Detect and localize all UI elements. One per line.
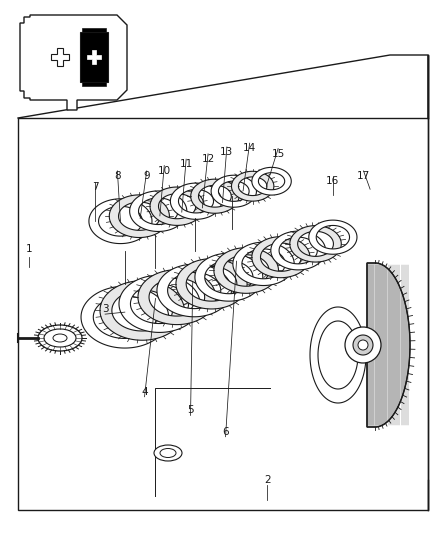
PathPatch shape (271, 231, 325, 270)
PathPatch shape (252, 167, 291, 195)
PathPatch shape (233, 242, 294, 286)
Text: 17: 17 (357, 171, 370, 181)
Polygon shape (51, 48, 69, 66)
PathPatch shape (119, 275, 200, 333)
Text: 11: 11 (180, 159, 193, 169)
PathPatch shape (170, 183, 222, 219)
PathPatch shape (110, 195, 170, 238)
PathPatch shape (157, 264, 231, 317)
Bar (18, 118, 428, 510)
Ellipse shape (44, 329, 76, 347)
Text: 13: 13 (220, 147, 233, 157)
Text: 10: 10 (158, 166, 171, 175)
PathPatch shape (290, 225, 341, 262)
Ellipse shape (353, 335, 373, 355)
Text: 9: 9 (143, 171, 150, 181)
Polygon shape (87, 50, 101, 64)
PathPatch shape (195, 253, 263, 301)
Text: 2: 2 (264, 475, 271, 484)
Bar (82, 28, 106, 32)
Ellipse shape (160, 448, 176, 457)
PathPatch shape (176, 259, 247, 309)
Polygon shape (367, 263, 410, 427)
PathPatch shape (130, 191, 187, 231)
Text: 15: 15 (272, 149, 285, 158)
Ellipse shape (358, 340, 368, 350)
PathPatch shape (89, 199, 152, 244)
Text: 14: 14 (243, 143, 256, 153)
PathPatch shape (100, 281, 184, 340)
Text: 1: 1 (26, 245, 33, 254)
Ellipse shape (38, 325, 82, 351)
PathPatch shape (309, 220, 357, 254)
PathPatch shape (214, 248, 279, 293)
Text: 8: 8 (114, 171, 121, 181)
PathPatch shape (232, 171, 274, 201)
Text: 16: 16 (326, 176, 339, 186)
PathPatch shape (150, 187, 204, 225)
Ellipse shape (345, 327, 381, 363)
Text: 5: 5 (187, 406, 194, 415)
Text: 12: 12 (201, 154, 215, 164)
Text: 6: 6 (222, 427, 229, 437)
PathPatch shape (252, 237, 310, 278)
PathPatch shape (138, 270, 215, 325)
Ellipse shape (53, 334, 67, 342)
Text: 3: 3 (102, 304, 109, 314)
Ellipse shape (154, 445, 182, 461)
Polygon shape (20, 15, 127, 110)
Text: 4: 4 (141, 387, 148, 397)
Text: 7: 7 (92, 182, 99, 191)
PathPatch shape (211, 175, 257, 207)
Bar (82, 82, 106, 86)
PathPatch shape (81, 286, 169, 348)
Bar (80, 32, 108, 82)
PathPatch shape (191, 179, 239, 213)
PathPatch shape (310, 307, 366, 403)
